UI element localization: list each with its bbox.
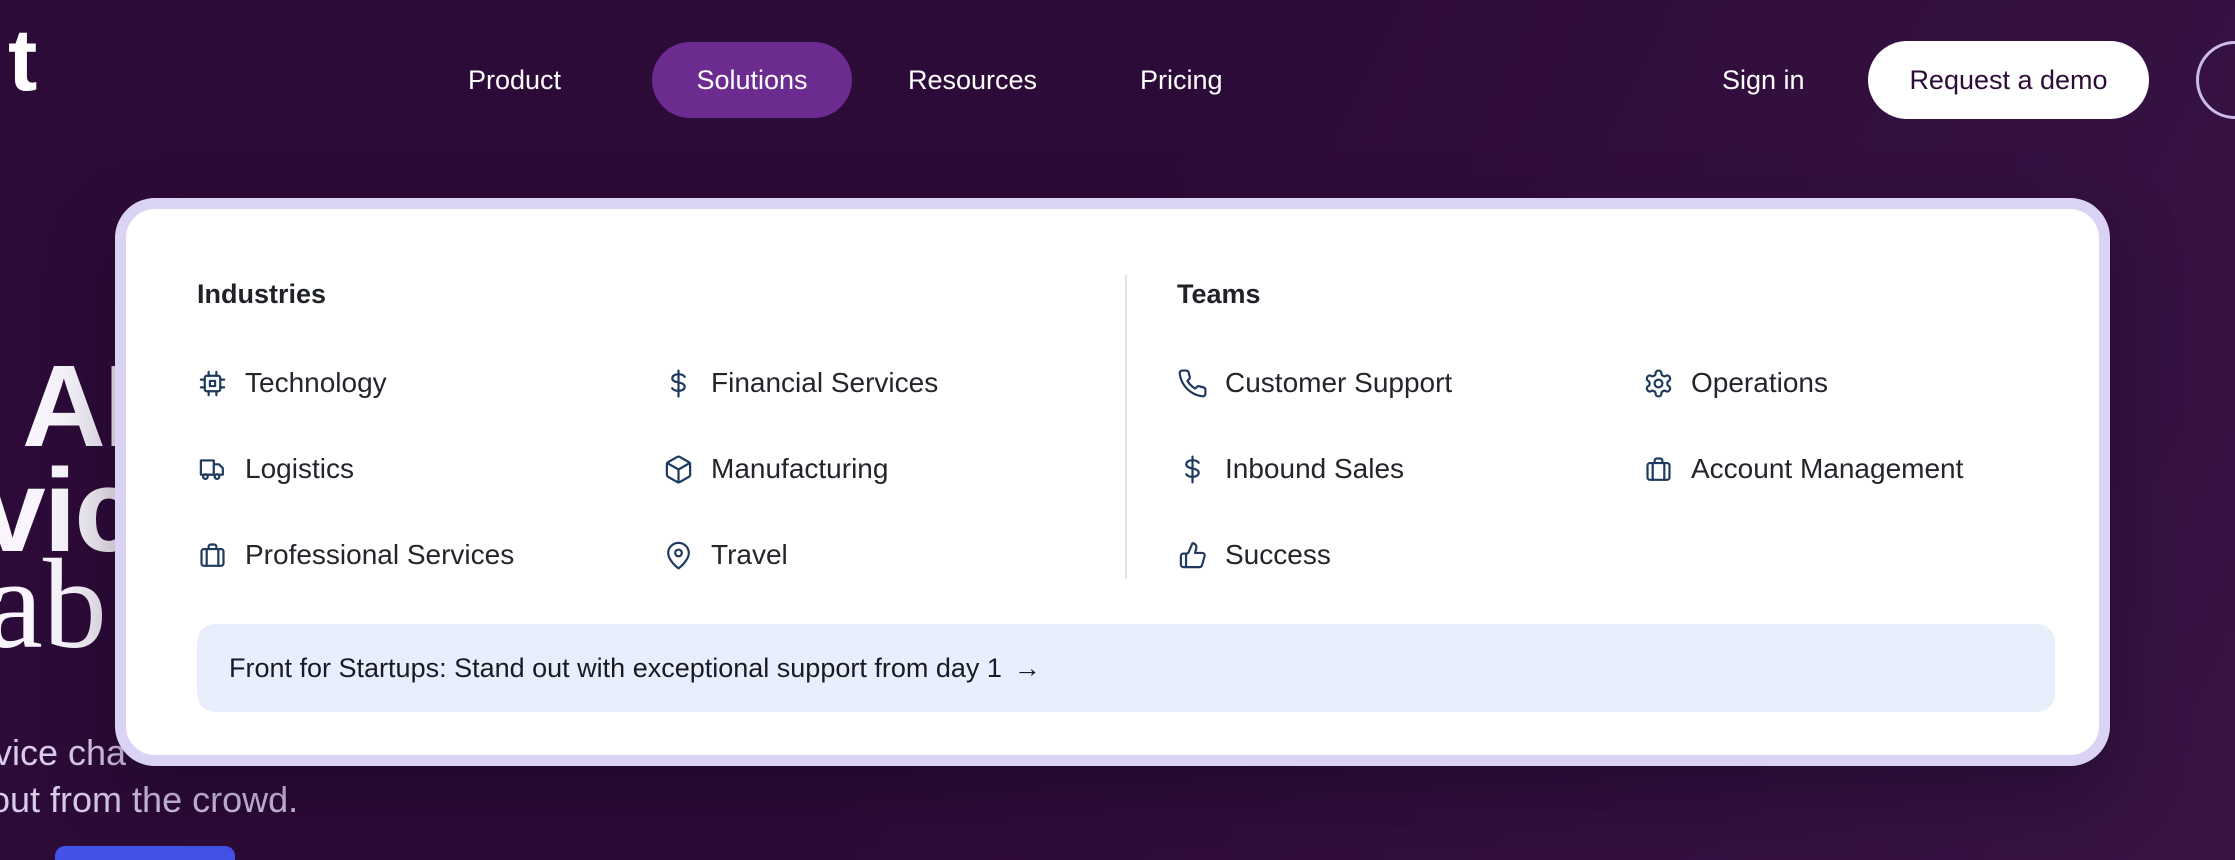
nav-item-pricing[interactable]: Pricing: [1140, 65, 1223, 95]
nav-item-product[interactable]: Product: [468, 65, 562, 95]
menu-item-travel[interactable]: Travel: [663, 533, 788, 577]
thumbs-up-icon: [1179, 541, 1206, 568]
solutions-mega-menu: Industries Technology Logistics Professi…: [115, 198, 2110, 766]
dollar-icon: [671, 368, 686, 398]
menu-item-label: Professional Services: [245, 539, 515, 570]
front-logo-partial[interactable]: t: [8, 10, 37, 109]
menu-item-label: Travel: [711, 539, 788, 570]
menu-item-logistics[interactable]: Logistics: [197, 447, 354, 491]
menu-item-label: Financial Services: [711, 367, 939, 398]
menu-item-financial-services[interactable]: Financial Services: [663, 361, 938, 405]
hero-subtext-fragment-1: vice cha: [0, 732, 127, 773]
package-icon: [665, 455, 692, 484]
menu-item-label: Technology: [245, 367, 387, 398]
teams-section-title: Teams: [1177, 279, 1261, 309]
map-pin-icon: [667, 541, 690, 570]
menu-item-label: Account Management: [1691, 453, 1964, 484]
truck-icon: [199, 458, 224, 480]
briefcase-icon: [200, 542, 225, 567]
menu-item-professional-services[interactable]: Professional Services: [197, 533, 514, 577]
sign-in-link[interactable]: Sign in: [1722, 65, 1805, 95]
menu-item-manufacturing[interactable]: Manufacturing: [663, 447, 888, 491]
phone-icon: [1178, 368, 1207, 397]
dollar-icon: [1185, 454, 1200, 484]
menu-column-divider: [1125, 275, 1127, 579]
partial-cta-button[interactable]: T: [2196, 41, 2235, 119]
menu-item-customer-support[interactable]: Customer Support: [1177, 361, 1452, 405]
menu-item-label: Logistics: [245, 453, 354, 484]
briefcase-icon: [1646, 456, 1671, 481]
menu-item-success[interactable]: Success: [1177, 533, 1331, 577]
hero-cta-button-partial[interactable]: [55, 846, 235, 860]
nav-item-solutions-active[interactable]: Solutions: [652, 42, 852, 118]
cpu-icon: [199, 370, 226, 396]
menu-item-label: Operations: [1691, 367, 1828, 398]
gear-icon: [1645, 368, 1672, 398]
menu-item-label: Inbound Sales: [1225, 453, 1405, 484]
startups-banner-text: Front for Startups: Stand out with excep…: [229, 652, 1002, 683]
nav-item-resources[interactable]: Resources: [908, 65, 1038, 95]
request-demo-button[interactable]: Request a demo: [1868, 41, 2149, 119]
hero-headline-fragment-3: ab: [0, 533, 107, 675]
arrow-right-icon: →: [1013, 652, 1041, 683]
hero-subtext-fragment-2: out from the crowd.: [0, 779, 299, 820]
startups-banner-link[interactable]: Front for Startups: Stand out with excep…: [197, 624, 2055, 712]
menu-item-operations[interactable]: Operations: [1643, 361, 1828, 405]
menu-item-technology[interactable]: Technology: [197, 361, 387, 405]
menu-item-inbound-sales[interactable]: Inbound Sales: [1177, 447, 1404, 491]
menu-item-label: Success: [1225, 539, 1331, 570]
industries-section-title: Industries: [197, 279, 327, 309]
menu-item-label: Manufacturing: [711, 453, 889, 484]
menu-item-label: Customer Support: [1225, 367, 1453, 398]
menu-item-account-management[interactable]: Account Management: [1643, 447, 1963, 491]
